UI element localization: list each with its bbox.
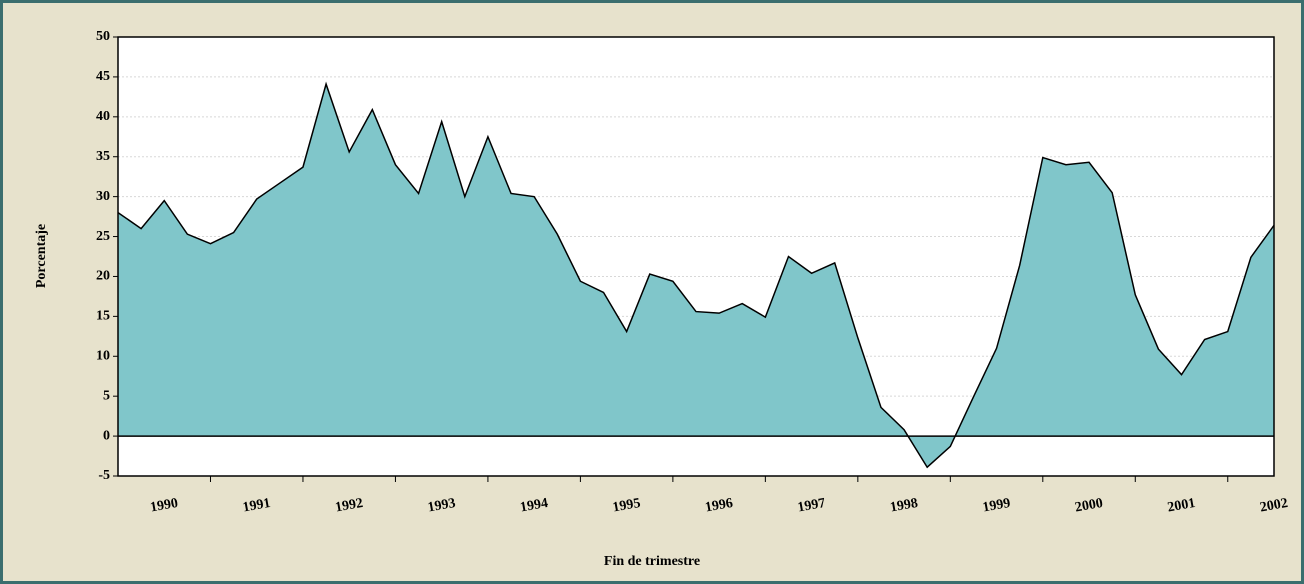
x-tick-label: 1991 bbox=[242, 496, 272, 516]
y-tick-label: 30 bbox=[96, 189, 110, 204]
x-tick-label: 1997 bbox=[796, 496, 826, 516]
y-tick-label: 45 bbox=[96, 69, 110, 84]
area-line bbox=[117, 81, 1275, 469]
x-tick-label: 1998 bbox=[889, 496, 919, 516]
x-tick-label: 1993 bbox=[427, 496, 457, 516]
x-tick-label: 1992 bbox=[334, 496, 364, 516]
y-tick-label: -5 bbox=[98, 468, 110, 483]
x-tick-label: 1994 bbox=[519, 496, 549, 516]
y-tick-label: 20 bbox=[96, 269, 110, 284]
y-axis-title: Porcentaje bbox=[34, 224, 49, 288]
x-tick-label: 1996 bbox=[704, 496, 734, 516]
x-tick-label: 2000 bbox=[1074, 496, 1104, 516]
y-tick-label: 0 bbox=[103, 428, 110, 443]
y-tick-label: 50 bbox=[96, 29, 110, 44]
x-tick-label: 1995 bbox=[612, 496, 642, 516]
y-tick-label: 40 bbox=[96, 109, 110, 124]
y-tick-label: 25 bbox=[96, 229, 110, 244]
x-tick-label: 2001 bbox=[1166, 496, 1196, 516]
y-tick-label: 15 bbox=[96, 309, 110, 324]
x-tick-label: 2002 bbox=[1259, 496, 1289, 516]
x-tick-label: 1990 bbox=[149, 496, 179, 516]
plot-frame bbox=[117, 36, 1275, 477]
y-tick-label: 35 bbox=[96, 149, 110, 164]
y-tick-label: 5 bbox=[103, 388, 110, 403]
x-tick-label: 1999 bbox=[981, 496, 1011, 516]
x-axis-title: Fin de trimestre bbox=[604, 554, 700, 569]
y-tick-label: 10 bbox=[96, 348, 110, 363]
